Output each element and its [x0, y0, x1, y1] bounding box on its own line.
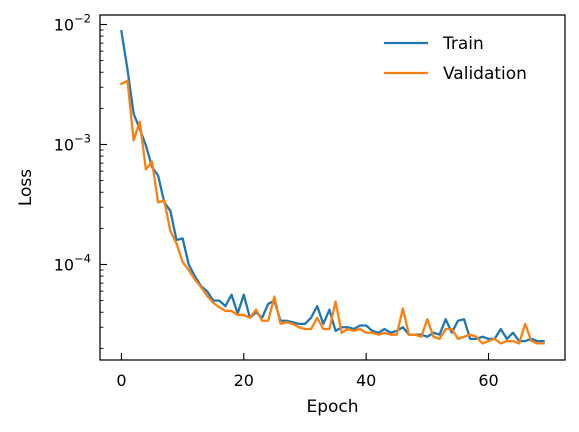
x-tick-label: 20 [234, 371, 254, 390]
y-tick-label: 10−4 [54, 251, 91, 274]
y-tick-label: 10−3 [54, 131, 91, 154]
legend-label-train: Train [442, 34, 484, 54]
y-tick-label: 10−2 [54, 12, 91, 35]
x-axis-label: Epoch [306, 397, 358, 417]
x-tick-label: 0 [116, 371, 126, 390]
y-axis-label: Loss [16, 169, 36, 206]
x-tick-label: 60 [478, 371, 498, 390]
x-tick-label: 40 [356, 371, 376, 390]
legend-label-validation: Validation [443, 64, 527, 84]
